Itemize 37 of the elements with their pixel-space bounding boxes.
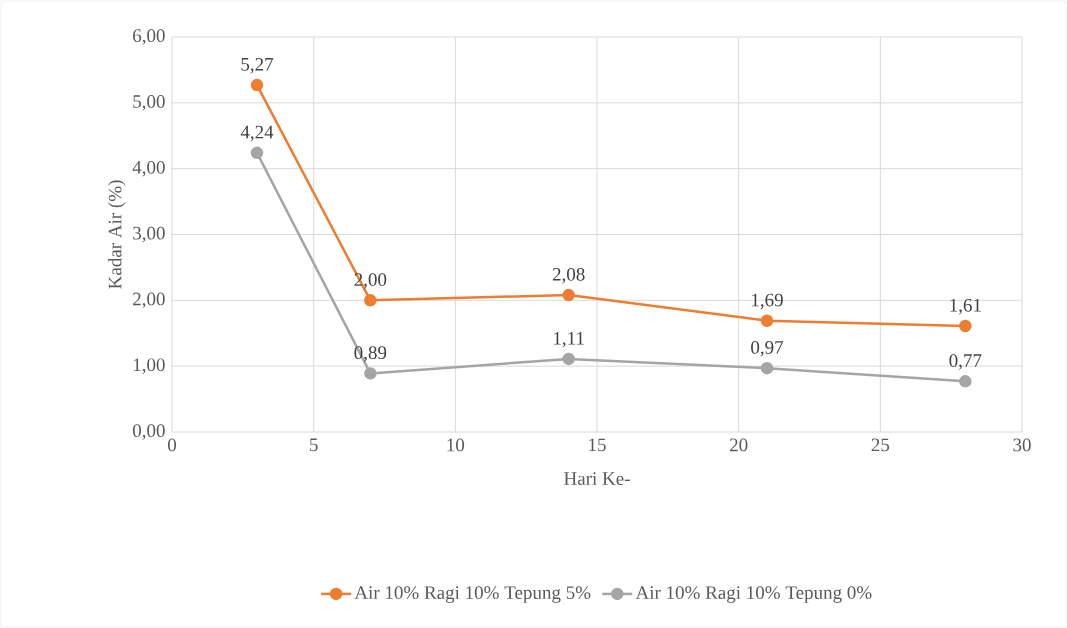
x-tick-label: 20 (730, 438, 748, 452)
data-label: 5,27 (241, 57, 274, 74)
point (364, 294, 377, 307)
x-tick-label: 25 (871, 438, 890, 452)
point (959, 319, 972, 333)
point (364, 367, 377, 380)
data-label: 2,08 (552, 267, 585, 284)
y-tick-label: 1,00 (133, 358, 165, 374)
data-label: 1,69 (752, 293, 783, 310)
legend-label: Air 10% Ragi 10% Tepung 0% (635, 586, 872, 603)
data-label: 4,24 (240, 125, 274, 142)
point (760, 314, 774, 327)
x-tick-label: 10 (447, 438, 465, 452)
legend-label: Air 10% Ragi 10% Tepung 5% (354, 586, 591, 603)
y-tick-label: 3,00 (133, 226, 165, 243)
y-axis-title: Kadar Air (%) (108, 180, 126, 289)
y-tick-label: 2,00 (133, 292, 165, 309)
x-axis-title: Hari Ke- (564, 472, 630, 485)
data-label: 0,97 (751, 341, 784, 357)
point (250, 146, 264, 160)
point (562, 352, 575, 366)
x-tick-label: 0 (167, 438, 177, 452)
data-label: 0,77 (949, 354, 982, 370)
data-label: 1,11 (554, 331, 584, 348)
point (250, 78, 264, 92)
y-tick-label: 0,00 (132, 424, 165, 440)
point (760, 361, 774, 375)
y-tick-label: 5,00 (133, 95, 165, 111)
data-label: 0,89 (354, 346, 387, 362)
y-tick-label: 6,00 (133, 29, 165, 45)
x-tick-label: 30 (1013, 438, 1031, 452)
y-tick-label: 4,00 (132, 160, 165, 177)
data-label: 1,61 (950, 298, 981, 315)
point (562, 288, 575, 302)
x-tick-label: 15 (589, 438, 606, 452)
x-tick-label: 5 (310, 438, 318, 452)
point (959, 375, 972, 388)
